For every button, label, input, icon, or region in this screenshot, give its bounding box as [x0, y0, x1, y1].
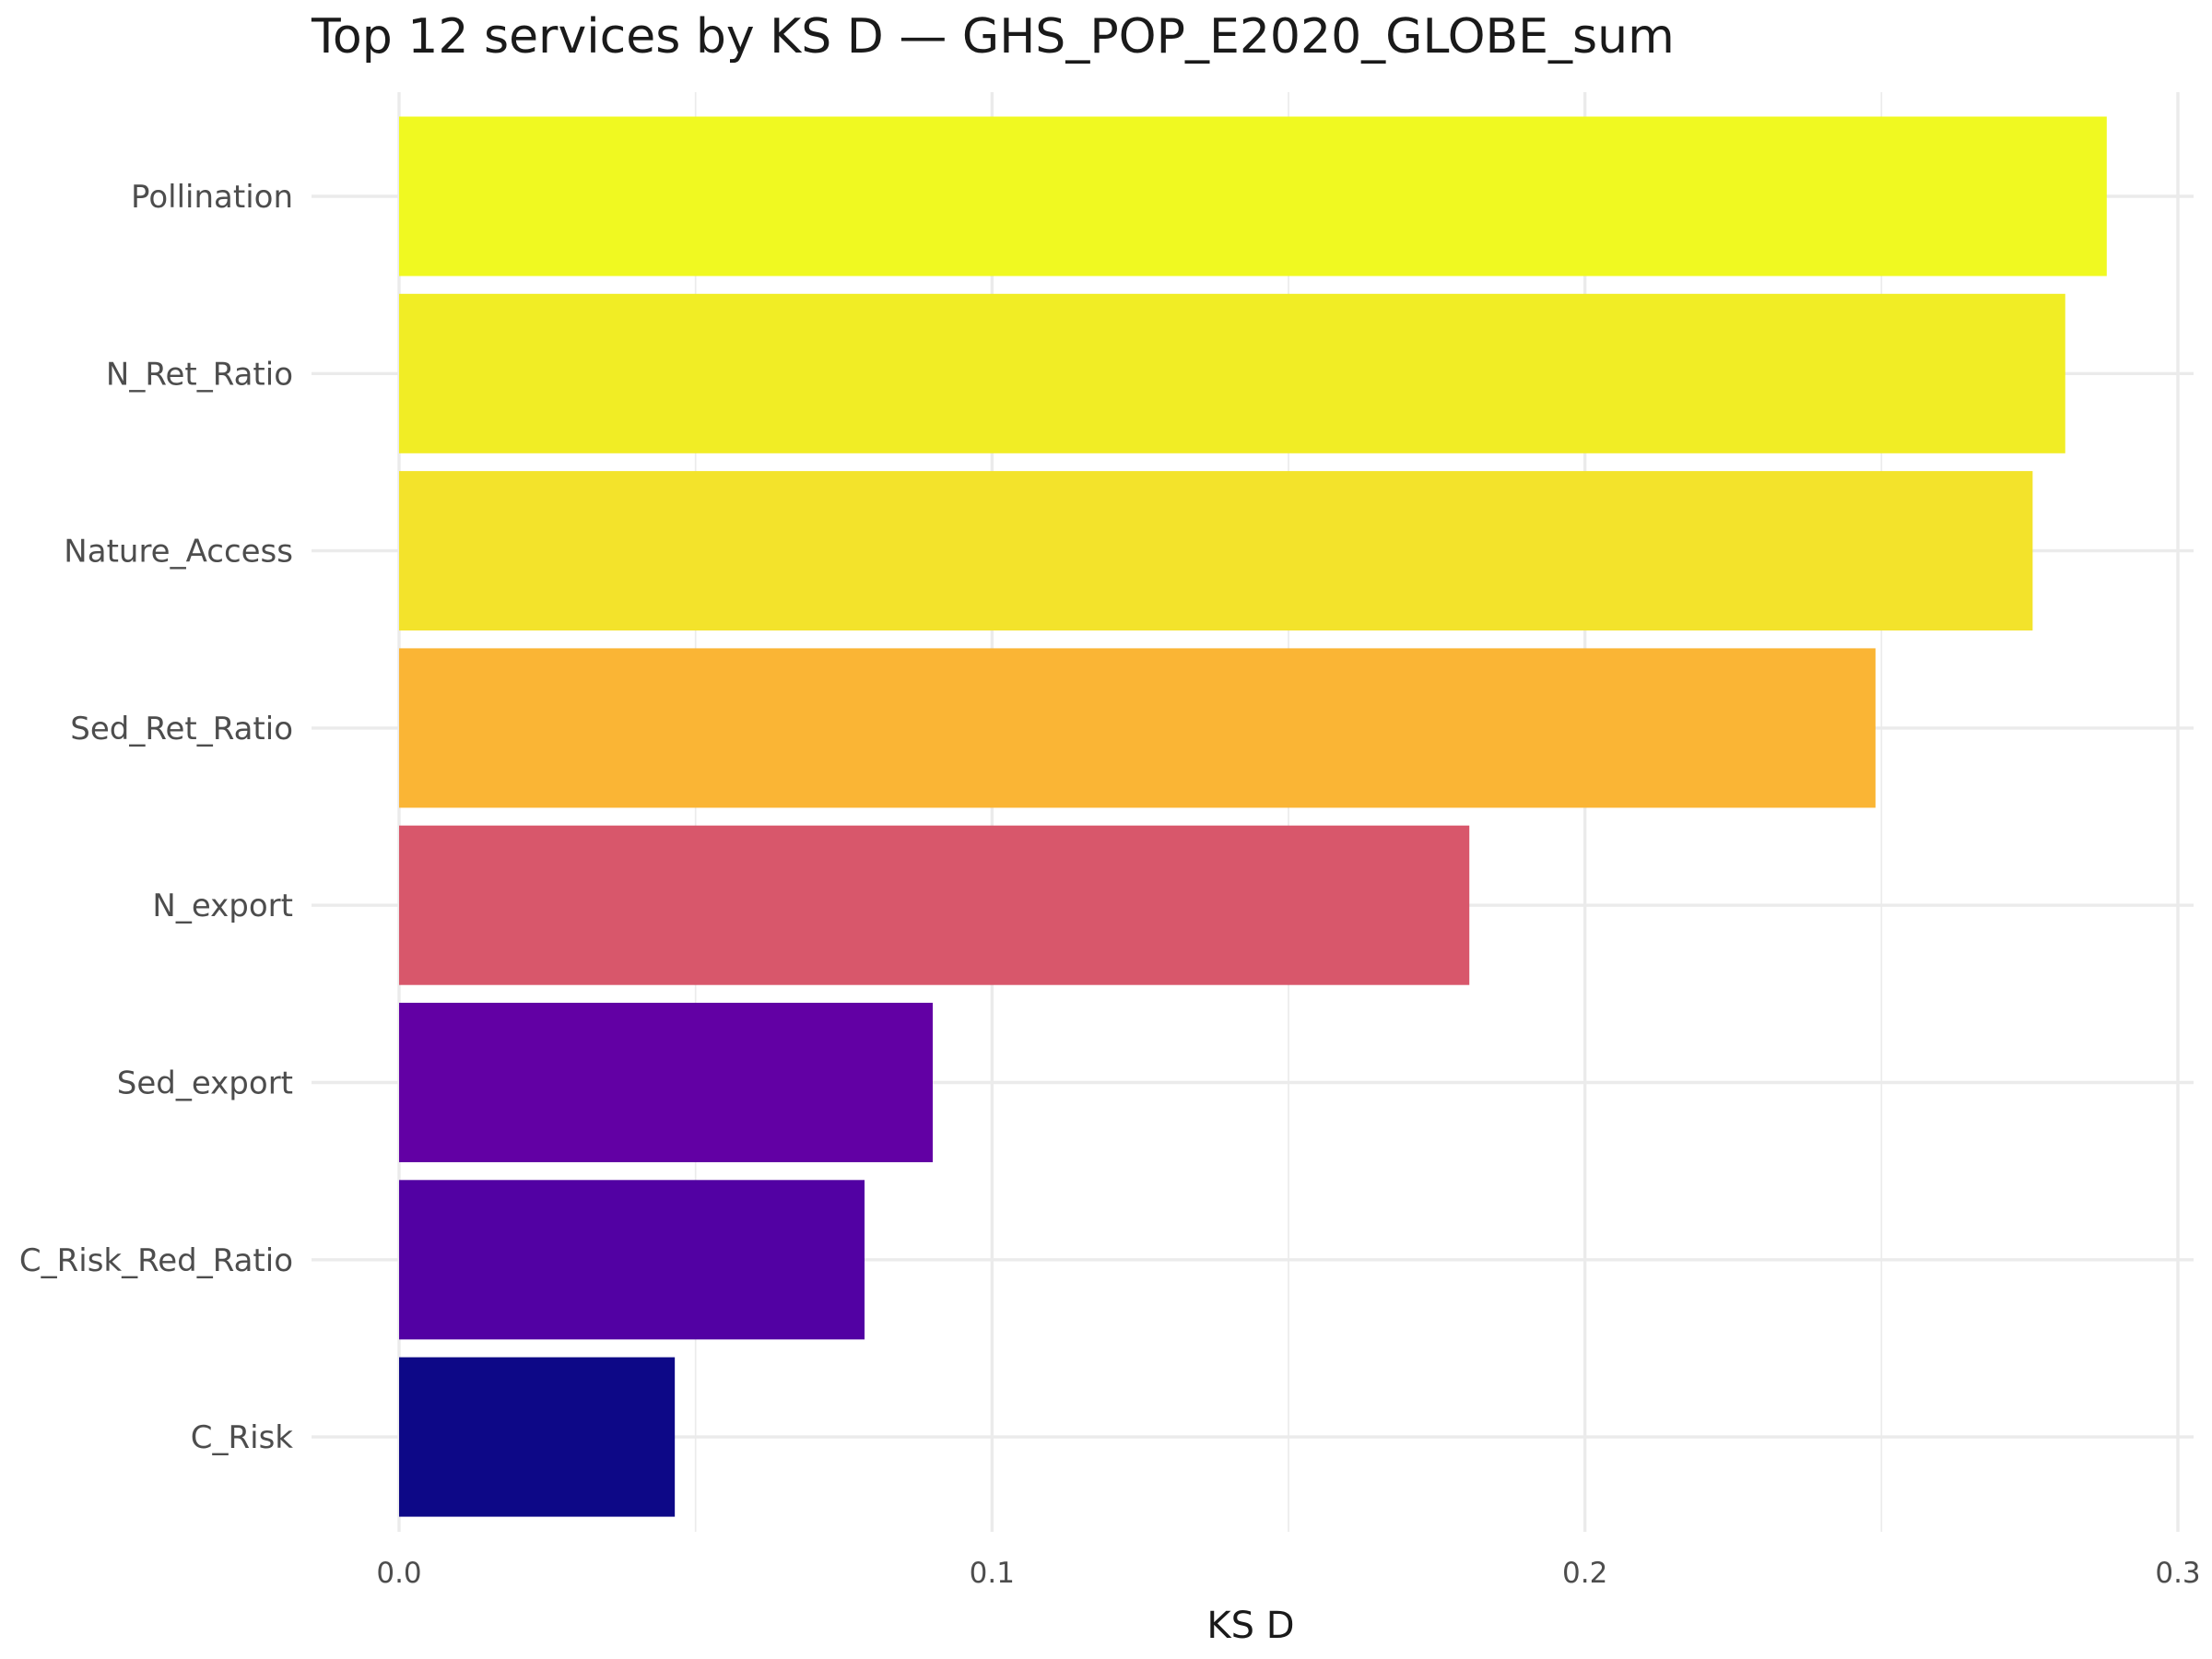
- bar-pollination: [399, 116, 2107, 276]
- category-label: Sed_Ret_Ratio: [70, 711, 293, 747]
- bar-nature-access: [399, 471, 2033, 631]
- bar-c-risk-red-ratio: [399, 1180, 865, 1340]
- bars: [399, 116, 2107, 1517]
- category-label: C_Risk_Red_Ratio: [19, 1242, 293, 1279]
- x-tick-label: 0.1: [970, 1557, 1015, 1590]
- category-label: N_Ret_Ratio: [106, 356, 293, 393]
- bar-sed-export: [399, 1003, 933, 1162]
- bar-n-ret-ratio: [399, 293, 2065, 453]
- x-tick-label: 0.2: [1562, 1557, 1607, 1590]
- category-label: C_Risk: [191, 1419, 294, 1456]
- category-labels: Pollination N_Ret_Ratio Nature_Access Sed_R…: [19, 179, 293, 1456]
- category-label: N_export: [152, 888, 293, 924]
- category-label: Pollination: [131, 179, 293, 216]
- category-label: Nature_Access: [64, 534, 293, 571]
- chart-title: Top 12 services by KS D — GHS_POP_E2020_…: [311, 9, 1675, 65]
- bar-sed-ret-ratio: [399, 648, 1876, 808]
- x-axis-title: KS D: [1206, 1605, 1294, 1647]
- x-tick-labels: 0.0 0.1 0.2 0.3: [376, 1557, 2200, 1590]
- bar-c-risk: [399, 1357, 676, 1517]
- x-tick-label: 0.0: [376, 1557, 421, 1590]
- category-label: Sed_export: [117, 1065, 293, 1102]
- bar-n-export: [399, 825, 1470, 985]
- x-tick-label: 0.3: [2155, 1557, 2200, 1590]
